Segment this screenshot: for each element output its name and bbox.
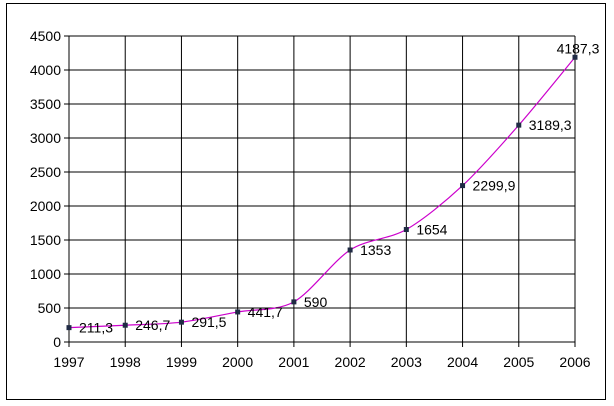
x-tick-label: 2003 — [391, 354, 422, 370]
y-tick-label: 4500 — [30, 28, 61, 44]
x-tick-label: 2004 — [447, 354, 478, 370]
data-point-marker — [572, 54, 578, 60]
x-tick-label: 1997 — [53, 354, 84, 370]
data-point-marker — [66, 325, 72, 331]
y-tick-label: 500 — [38, 300, 62, 316]
data-label: 1353 — [360, 242, 391, 258]
x-tick-label: 1999 — [166, 354, 197, 370]
x-tick-label: 1998 — [110, 354, 141, 370]
series — [66, 54, 578, 331]
data-label: 2299,9 — [473, 178, 516, 194]
x-tick-label: 2001 — [278, 354, 309, 370]
y-tick-label: 2500 — [30, 164, 61, 180]
y-tick-label: 1500 — [30, 232, 61, 248]
data-point-marker — [460, 183, 466, 189]
y-tick-label: 2000 — [30, 198, 61, 214]
data-label: 211,3 — [79, 320, 113, 336]
data-label: 4187,3 — [557, 40, 600, 56]
y-tick-label: 0 — [53, 334, 61, 350]
y-tick-label: 4000 — [30, 62, 61, 78]
data-point-marker — [403, 227, 409, 233]
x-tick-label: 2006 — [559, 354, 590, 370]
data-point-marker — [516, 122, 522, 128]
data-label: 246,7 — [135, 317, 170, 333]
data-point-marker — [122, 322, 128, 328]
data-point-marker — [291, 299, 297, 305]
line-chart: 0 500 1000 1500 2000 2500 3000 3500 4000 4500 1997… — [30, 28, 600, 370]
x-tick-label: 2002 — [335, 354, 366, 370]
x-tick-label: 2005 — [503, 354, 534, 370]
y-tick-label: 3500 — [30, 96, 61, 112]
data-labels: 211,3 246,7 291,5 441,7 590 1353 1654 2299,9 318… — [79, 40, 600, 335]
data-label: 1654 — [416, 222, 447, 238]
data-label: 441,7 — [248, 304, 283, 320]
gridlines — [68, 35, 576, 343]
series-line — [68, 56, 576, 329]
axes: 0 500 1000 1500 2000 2500 3000 3500 4000 4500 1997… — [30, 28, 591, 370]
data-label: 3189,3 — [529, 117, 572, 133]
data-point-marker — [178, 319, 184, 325]
data-point-marker — [347, 247, 353, 253]
data-label: 291,5 — [191, 314, 226, 330]
data-point-marker — [235, 309, 241, 315]
y-tick-label: 3000 — [30, 130, 61, 146]
data-label: 590 — [304, 294, 328, 310]
y-tick-label: 1000 — [30, 266, 61, 282]
x-tick-label: 2000 — [222, 354, 253, 370]
chart-frame: 0 500 1000 1500 2000 2500 3000 3500 4000 4500 1997… — [6, 3, 606, 400]
